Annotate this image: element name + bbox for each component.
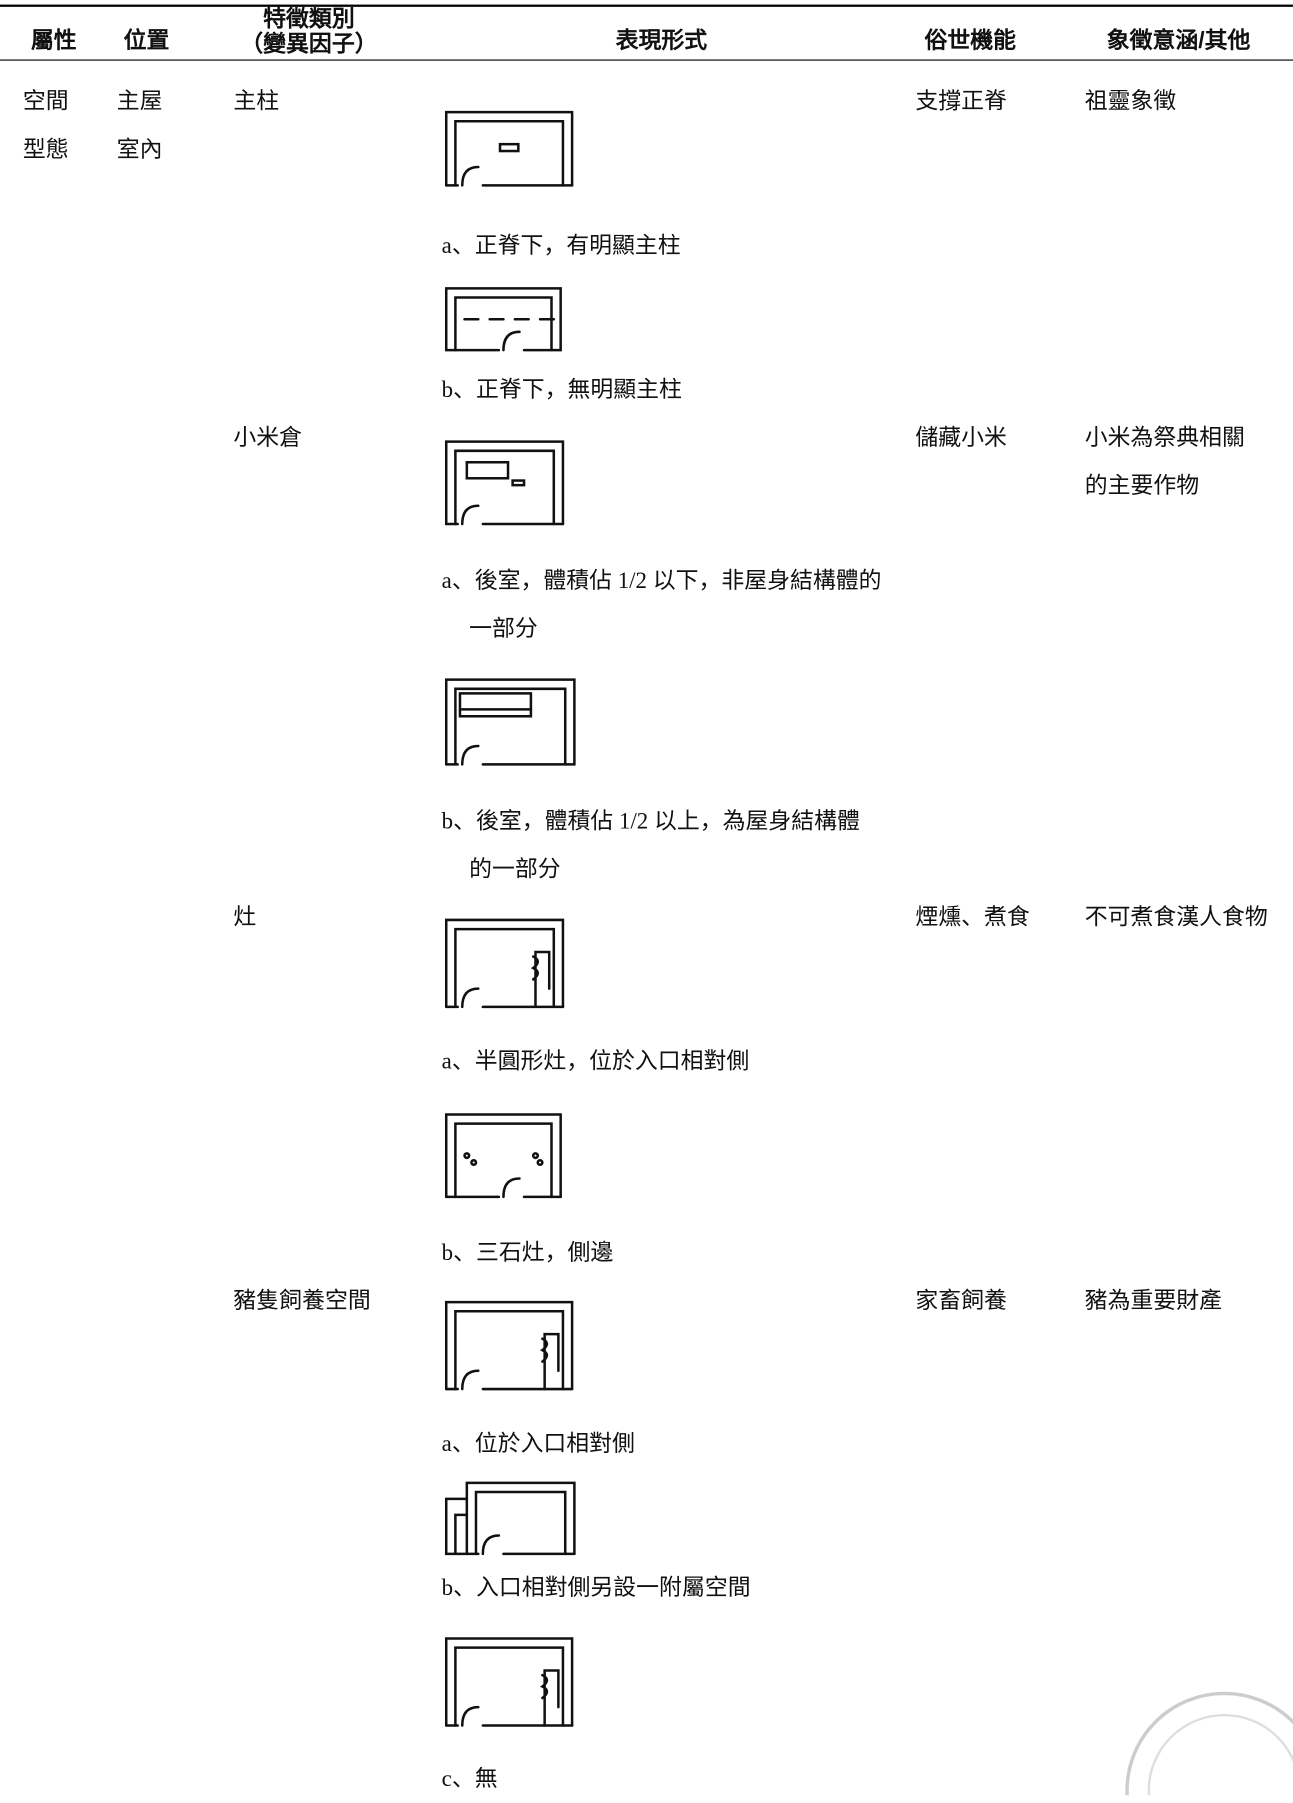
variant: a、位於入口相對側 [441,1431,635,1457]
sketch [444,440,565,526]
attribute: 型態 [22,137,69,163]
sketch-line [460,987,480,1009]
feature: 主柱 [233,89,280,115]
sketch-line [539,1332,560,1391]
feature: 小米倉 [233,425,303,451]
sketch-line [460,165,480,187]
sketch [444,678,576,766]
sketch [444,918,565,1009]
sketch-line [458,692,533,718]
sketch-line [454,120,565,187]
sketch-line [511,479,526,487]
header-cell: 特徵類別 [263,6,355,33]
meaning: 不可煮食漢人食物 [1084,905,1268,931]
header-cell: 俗世機能 [924,28,1017,54]
header-cell: 屬性 [30,28,77,54]
sketch-line [460,1369,480,1391]
feature: 灶 [233,905,257,931]
header-cell: 象徵意涵/其他 [1106,28,1251,54]
sketch-line [444,110,574,187]
sketch-line [498,142,520,153]
function: 煙燻、煮食 [915,905,1030,931]
position: 室內 [116,137,163,163]
meaning: 祖靈象徵 [1084,89,1177,115]
sketch [444,110,574,187]
top-rule [0,4,1293,7]
function: 支撐正脊 [915,89,1007,115]
meaning: 小米為祭典相關的主要作物 [1084,425,1245,499]
sketch [444,1113,562,1199]
sketch-line [460,1705,480,1727]
sketch-line [454,449,556,526]
sketch-line [444,1497,469,1556]
variant: a、後室，體積佔 1/2 以下，非屋身結構體的一部分 [441,568,882,642]
sketch-line [502,330,521,352]
sketch-line [531,1152,540,1160]
sketch-line [465,460,510,480]
variant: a、正脊下，有明顯主柱 [441,233,681,259]
sketch-line [481,1534,501,1556]
sketch-line [454,1646,565,1727]
sketch-line [454,1309,565,1391]
sketch-line [444,918,565,1009]
attribute: 空間 [22,89,69,115]
sketch [444,287,562,352]
sketch-line [444,1637,574,1727]
header-rule [0,59,1293,61]
sketch-line [474,1490,567,1556]
sketch-line [530,950,551,1009]
variant: b、後室，體積佔 1/2 以上，為屋身結構體的一部分 [441,808,860,883]
sketch-line [470,1158,478,1167]
sketch-line [444,287,562,352]
sketch-line [539,1669,560,1727]
sketch-line [502,1177,521,1199]
meaning: 豬為重要財產 [1084,1288,1223,1314]
sketch-line [454,296,553,352]
sketch-line [444,440,565,526]
sketch-line [465,1481,576,1556]
variant: b、正脊下，無明顯主柱 [441,377,682,403]
header-cell: （變異因子） [240,32,378,58]
seal-watermark [1125,1691,1293,1796]
feature: 豬隻飼養空間 [233,1288,371,1314]
sketch-line [444,1300,574,1391]
sketch-line [536,1158,544,1167]
sketch-line [463,1152,471,1160]
sketch [444,1637,574,1727]
variant: c、無 [441,1766,498,1792]
variant: b、入口相對側另設一附屬空間 [441,1575,751,1601]
sketch [444,1481,576,1556]
sketch-line [454,927,556,1009]
header-cell: 表現形式 [615,28,708,54]
position: 主屋 [116,89,163,115]
variant: a、半圓形灶，位於入口相對側 [441,1049,750,1075]
sketch [444,1300,574,1391]
sketch-line [444,1113,562,1199]
function: 家畜飼養 [915,1288,1007,1314]
sketch-line [454,1122,553,1199]
function: 儲藏小米 [915,425,1007,451]
sketch-line [444,678,576,766]
sketch-line [460,504,480,526]
sketch-line [454,687,567,766]
header-cell: 位置 [123,28,170,54]
variant: b、三石灶，側邊 [441,1240,614,1266]
sketch-line [460,744,480,766]
